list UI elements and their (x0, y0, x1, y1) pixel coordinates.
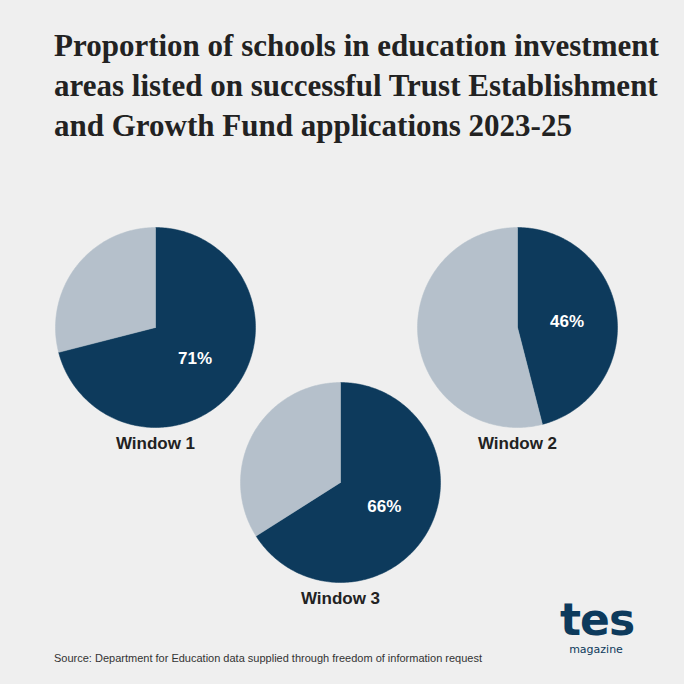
html-text:Proportion of schools in educa: Proportion of schools in education inves… (54, 28, 659, 143)
html-text:magazine: magazine (569, 643, 623, 656)
svg-text:46%: 46% (550, 312, 584, 331)
svg-text:66%: 66% (367, 497, 401, 516)
svg-text:Window 2: Window 2 (478, 434, 557, 453)
svg-text:Window 3: Window 3 (301, 589, 380, 608)
html-text:tes: tes (560, 594, 635, 645)
html-text:Source: Department for Educati: Source: Department for Education data su… (54, 652, 482, 664)
svg-text:Window 1: Window 1 (116, 434, 195, 453)
svg-text:71%: 71% (178, 349, 212, 368)
